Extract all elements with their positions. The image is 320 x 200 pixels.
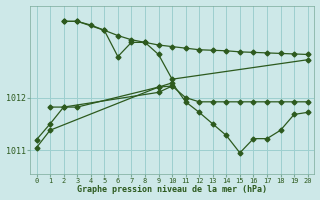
X-axis label: Graphe pression niveau de la mer (hPa): Graphe pression niveau de la mer (hPa) [77, 185, 267, 194]
